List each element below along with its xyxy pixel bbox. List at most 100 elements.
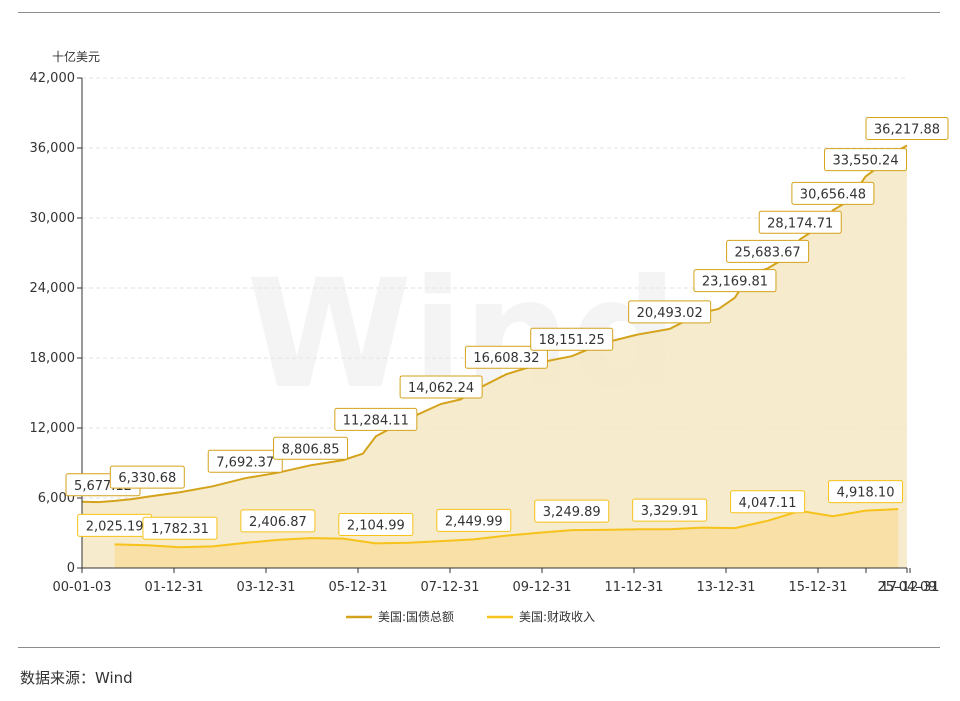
data-label-text: 7,692.37: [216, 455, 274, 470]
data-label-text: 2,406.87: [249, 515, 307, 530]
debt-data-label: 8,806.85: [273, 436, 349, 460]
debt-data-label: 33,550.24: [824, 148, 908, 172]
data-label-box: [436, 508, 512, 532]
debt-data-label: 20,493.02: [628, 300, 712, 324]
x-tick-label: 09-12-31: [512, 580, 571, 595]
data-label-box: [824, 148, 908, 172]
y-tick-label: 30,000: [30, 211, 76, 226]
x-tick-label: 15-12-31: [788, 580, 847, 595]
revenue-data-label: 4,047.11: [730, 490, 806, 514]
data-label-text: 25,683.67: [735, 245, 801, 260]
x-tick-label: 11-12-31: [604, 580, 663, 595]
x-tick-label: 05-12-31: [328, 580, 387, 595]
data-label-text: 14,062.24: [408, 381, 474, 396]
data-label-box: [142, 516, 218, 540]
y-tick-label: 36,000: [30, 141, 76, 156]
data-label-text: 3,249.89: [543, 505, 601, 520]
y-axis-unit: 十亿美元: [52, 49, 100, 64]
debt-data-label: 25,683.67: [726, 239, 810, 263]
data-label-box: [273, 436, 349, 460]
data-label-box: [464, 345, 548, 369]
data-label-text: 28,174.71: [767, 216, 833, 231]
debt-data-label: 18,151.25: [530, 327, 614, 351]
data-label-box: [338, 512, 414, 536]
revenue-series-line: [114, 508, 899, 549]
data-label-text: 18,151.25: [539, 333, 605, 348]
data-label-box: [726, 239, 810, 263]
data-label-box: [632, 498, 708, 522]
data-label-box: [758, 210, 842, 234]
x-tick-label: 25-04-09: [877, 580, 936, 595]
x-tick-label: 13-12-31: [696, 580, 755, 595]
revenue-data-label: 2,025.19: [77, 513, 153, 537]
data-label-text: 4,918.10: [837, 486, 895, 501]
data-label-text: 2,449.99: [445, 514, 503, 529]
data-label-box: [865, 116, 949, 140]
data-label-text: 11,284.11: [343, 413, 409, 428]
y-tick-label: 12,000: [30, 421, 76, 436]
data-label-text: 36,217.88: [874, 122, 940, 137]
data-label-text: 23,169.81: [702, 275, 768, 290]
legend-item-debt: 美国:国债总额: [346, 610, 454, 624]
data-label-box: [693, 269, 777, 293]
y-tick-label: 18,000: [30, 351, 76, 366]
revenue-data-label: 3,329.91: [632, 498, 708, 522]
debt-area: [82, 145, 907, 568]
debt-data-label: 36,217.88: [865, 116, 949, 140]
revenue-data-label: 2,406.87: [240, 509, 316, 533]
data-label-text: 6,330.68: [118, 471, 176, 486]
debt-series-line: [81, 144, 908, 504]
data-label-text: 33,550.24: [832, 154, 898, 169]
data-label-text: 8,806.85: [282, 442, 340, 457]
legend-item-revenue: 美国:财政收入: [487, 610, 595, 624]
revenue-data-label: 2,104.99: [338, 512, 414, 536]
x-tick-label: 00-01-03: [52, 580, 111, 595]
data-label-text: 2,025.19: [86, 519, 144, 534]
legend-label: 美国:国债总额: [378, 610, 454, 624]
y-tick-label: 0: [67, 561, 75, 576]
debt-revenue-chart: Wind06,00012,00018,00024,00030,00036,000…: [30, 49, 949, 624]
data-label-box: [730, 490, 806, 514]
data-label-text: 3,329.91: [641, 504, 699, 519]
data-label-box: [534, 499, 610, 523]
debt-data-label: 16,608.32: [464, 345, 548, 369]
x-tick-label: 01-12-31: [144, 580, 203, 595]
debt-data-label: 11,284.11: [334, 407, 418, 431]
revenue-data-label: 4,918.10: [828, 480, 904, 504]
revenue-data-label: 1,782.31: [142, 516, 218, 540]
debt-data-label: 14,062.24: [399, 375, 483, 399]
x-tick-label: 07-12-31: [420, 580, 479, 595]
top-rule: [18, 12, 940, 13]
data-label-text: 2,104.99: [347, 518, 405, 533]
data-label-box: [334, 407, 418, 431]
data-label-box: [791, 181, 875, 205]
revenue-data-label: 2,449.99: [436, 508, 512, 532]
debt-data-label: 28,174.71: [758, 210, 842, 234]
revenue-area: [114, 509, 899, 568]
debt-data-label: 30,656.48: [791, 181, 875, 205]
data-label-box: [109, 465, 185, 489]
data-label-box: [628, 300, 712, 324]
debt-data-label: 23,169.81: [693, 269, 777, 293]
y-tick-label: 24,000: [30, 281, 76, 296]
data-label-box: [240, 509, 316, 533]
data-label-text: 4,047.11: [739, 496, 797, 511]
x-tick-label: 17-12-31: [880, 580, 939, 595]
data-label-text: 1,782.31: [151, 522, 209, 537]
legend: 美国:国债总额 美国:财政收入: [346, 610, 595, 624]
source-note: 数据来源：Wind: [20, 669, 133, 687]
debt-data-label: 6,330.68: [109, 465, 185, 489]
x-tick-label: 03-12-31: [236, 580, 295, 595]
debt-data-label: 7,692.37: [207, 449, 283, 473]
data-label-text: 16,608.32: [473, 351, 539, 366]
bottom-rule: [18, 647, 940, 648]
data-label-box: [399, 375, 483, 399]
data-label-text: 20,493.02: [637, 306, 703, 321]
y-tick-label: 42,000: [30, 71, 76, 86]
data-label-box: [207, 449, 283, 473]
data-label-box: [530, 327, 614, 351]
revenue-data-label: 3,249.89: [534, 499, 610, 523]
data-label-box: [828, 480, 904, 504]
legend-label: 美国:财政收入: [519, 610, 595, 624]
